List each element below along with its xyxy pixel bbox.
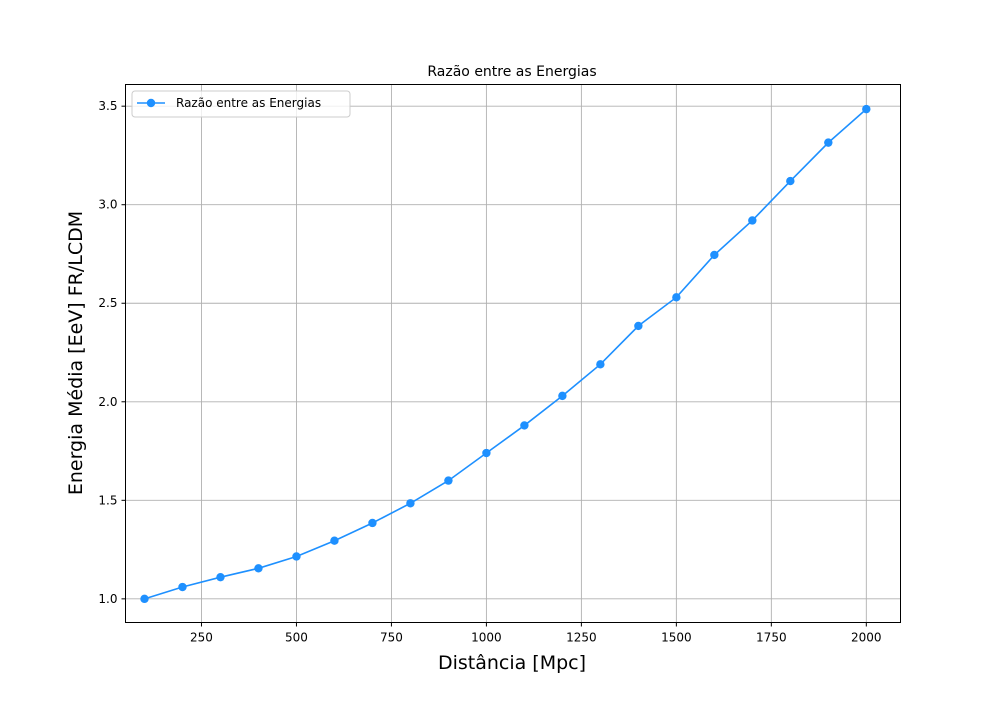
y-tick-label: 3.5 bbox=[98, 99, 117, 113]
x-tick-label: 1000 bbox=[471, 631, 502, 645]
legend-box bbox=[131, 90, 351, 118]
data-point bbox=[596, 360, 605, 369]
legend-label: Razão entre as Energias bbox=[176, 96, 321, 110]
grid-lines bbox=[125, 84, 901, 623]
x-tick-label: 1500 bbox=[661, 631, 692, 645]
legend-marker-swatch bbox=[146, 98, 156, 108]
x-tick-label: 750 bbox=[380, 631, 403, 645]
x-tick-label: 1750 bbox=[756, 631, 787, 645]
data-point bbox=[482, 448, 491, 458]
x-axis-label: Distância [Mpc] bbox=[438, 652, 586, 674]
axis-ticks: 250 500 750 1000 1250 1500 1750 2000 1.0 1.5 2.0 2.… bbox=[98, 99, 881, 644]
data-point bbox=[786, 176, 795, 186]
data-point bbox=[444, 476, 453, 485]
data-point bbox=[140, 594, 149, 604]
data-point bbox=[254, 564, 263, 573]
y-tick-label: 2.0 bbox=[98, 395, 117, 409]
chart-title: Razão entre as Energias bbox=[427, 64, 596, 80]
data-point bbox=[862, 104, 871, 114]
series-line bbox=[144, 108, 867, 600]
y-tick-label: 2.5 bbox=[98, 296, 117, 310]
x-tick-label: 500 bbox=[285, 631, 308, 645]
data-point bbox=[634, 321, 643, 331]
x-tick-label: 1250 bbox=[566, 631, 597, 645]
data-point bbox=[748, 216, 757, 225]
x-tick-label: 2000 bbox=[851, 631, 882, 645]
y-axis-label: Energia Média [EeV] FR/LCDM bbox=[65, 211, 87, 495]
data-point bbox=[368, 518, 377, 528]
data-point bbox=[406, 499, 415, 508]
data-point bbox=[558, 391, 567, 401]
data-point bbox=[216, 572, 225, 582]
data-point bbox=[710, 250, 719, 260]
series-layer bbox=[140, 104, 871, 604]
data-point bbox=[330, 536, 339, 545]
data-point bbox=[672, 293, 681, 302]
plot-area-frame bbox=[125, 84, 901, 623]
x-tick-label: 250 bbox=[190, 631, 213, 645]
y-tick-label: 1.0 bbox=[98, 592, 117, 606]
legend: Razão entre as Energias bbox=[131, 90, 351, 118]
y-tick-label: 1.5 bbox=[98, 493, 117, 507]
data-point bbox=[178, 582, 187, 592]
data-point bbox=[520, 421, 529, 430]
y-tick-label: 3.0 bbox=[98, 198, 117, 212]
data-point bbox=[824, 138, 833, 147]
data-point bbox=[292, 552, 301, 561]
